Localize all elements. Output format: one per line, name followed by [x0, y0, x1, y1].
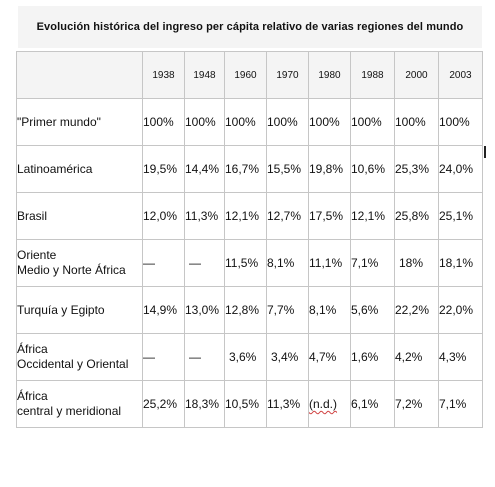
value-cell: 100% [438, 98, 483, 146]
value-cell: 100% [308, 98, 351, 146]
value-cell: 100% [184, 98, 225, 146]
value-cell: 14,4% [184, 145, 225, 193]
value-cell: 8,1% [266, 239, 309, 287]
value-cell: 100% [266, 98, 309, 146]
value-cell: 19,8% [308, 145, 351, 193]
value-cell: 7,1% [438, 380, 483, 428]
value-cell: 100% [350, 98, 395, 146]
value-cell: 13,0% [184, 286, 225, 334]
table-row: Oriente Medio y Norte África — — 11,5% 8… [16, 239, 483, 287]
value-cell: 22,0% [438, 286, 483, 334]
value-cell: 25,3% [394, 145, 439, 193]
value-cell: 3,4% [266, 333, 309, 381]
value-cell: 25,1% [438, 192, 483, 240]
text-cursor [484, 146, 486, 158]
value-cell: 25,2% [142, 380, 185, 428]
table-row: Latinoamérica 19,5% 14,4% 16,7% 15,5% 19… [16, 145, 483, 193]
region-cell: África central y meridional [16, 380, 143, 428]
year-header: 2003 [438, 51, 483, 99]
year-header: 2000 [394, 51, 439, 99]
value-cell: 12,8% [224, 286, 267, 334]
value-cell: 4,3% [438, 333, 483, 381]
value-cell: 18,1% [438, 239, 483, 287]
value-cell: 4,2% [394, 333, 439, 381]
value-cell: — [142, 333, 185, 381]
year-header: 1960 [224, 51, 267, 99]
value-cell: 15,5% [266, 145, 309, 193]
value-cell: 100% [142, 98, 185, 146]
region-line: central y meridional [17, 404, 122, 418]
value-cell: 100% [224, 98, 267, 146]
value-cell: — [184, 239, 225, 287]
value-cell: 6,1% [350, 380, 395, 428]
value-cell: 10,6% [350, 145, 395, 193]
value-cell: 12,0% [142, 192, 185, 240]
value-cell: 18% [394, 239, 439, 287]
table-row: África central y meridional 25,2% 18,3% … [16, 380, 483, 428]
table-row: Brasil 12,0% 11,3% 12,1% 12,7% 17,5% 12,… [16, 192, 483, 240]
value-cell: 12,7% [266, 192, 309, 240]
value-cell: (n.d.) [308, 380, 351, 428]
value-cell: 1,6% [350, 333, 395, 381]
table-row: "Primer mundo" 100% 100% 100% 100% 100% … [16, 98, 483, 146]
value-cell: 11,5% [224, 239, 267, 287]
value-cell: 3,6% [224, 333, 267, 381]
value-cell: 16,7% [224, 145, 267, 193]
region-line: Occidental y Oriental [17, 357, 129, 371]
value-cell: 10,5% [224, 380, 267, 428]
value-cell: 11,3% [184, 192, 225, 240]
region-cell: Brasil [16, 192, 143, 240]
value-cell: 11,1% [308, 239, 351, 287]
value-cell: 17,5% [308, 192, 351, 240]
not-available-value: (n.d.) [309, 397, 338, 411]
value-cell: 8,1% [308, 286, 351, 334]
value-cell: 24,0% [438, 145, 483, 193]
value-cell: 4,7% [308, 333, 351, 381]
value-cell: 14,9% [142, 286, 185, 334]
value-cell: 25,8% [394, 192, 439, 240]
value-cell: 7,1% [350, 239, 395, 287]
year-header: 1970 [266, 51, 309, 99]
value-cell: — [142, 239, 185, 287]
region-line: Medio y Norte África [17, 263, 126, 277]
corner-cell [16, 51, 143, 99]
year-header: 1938 [142, 51, 185, 99]
value-cell: 18,3% [184, 380, 225, 428]
region-cell: Oriente Medio y Norte África [16, 239, 143, 287]
table-row: Turquía y Egipto 14,9% 13,0% 12,8% 7,7% … [16, 286, 483, 334]
region-line: Oriente [17, 248, 57, 262]
value-cell: 11,3% [266, 380, 309, 428]
year-header: 1980 [308, 51, 351, 99]
table-row: África Occidental y Oriental — — 3,6% 3,… [16, 333, 483, 381]
table-title: Evolución histórica del ingreso per cápi… [18, 6, 482, 48]
region-cell: "Primer mundo" [16, 98, 143, 146]
value-cell: 7,2% [394, 380, 439, 428]
value-cell: 100% [394, 98, 439, 146]
value-cell: 7,7% [266, 286, 309, 334]
value-cell: 5,6% [350, 286, 395, 334]
value-cell: 12,1% [350, 192, 395, 240]
value-cell: 22,2% [394, 286, 439, 334]
region-cell: Turquía y Egipto [16, 286, 143, 334]
region-cell: África Occidental y Oriental [16, 333, 143, 381]
region-cell: Latinoamérica [16, 145, 143, 193]
value-cell: 12,1% [224, 192, 267, 240]
year-header: 1948 [184, 51, 225, 99]
region-line: África [17, 389, 48, 403]
year-header: 1988 [350, 51, 395, 99]
income-table: 1938 1948 1960 1970 1980 1988 2000 2003 … [16, 51, 483, 428]
header-row: 1938 1948 1960 1970 1980 1988 2000 2003 [16, 51, 483, 99]
region-line: África [17, 342, 48, 356]
value-cell: — [184, 333, 225, 381]
value-cell: 19,5% [142, 145, 185, 193]
